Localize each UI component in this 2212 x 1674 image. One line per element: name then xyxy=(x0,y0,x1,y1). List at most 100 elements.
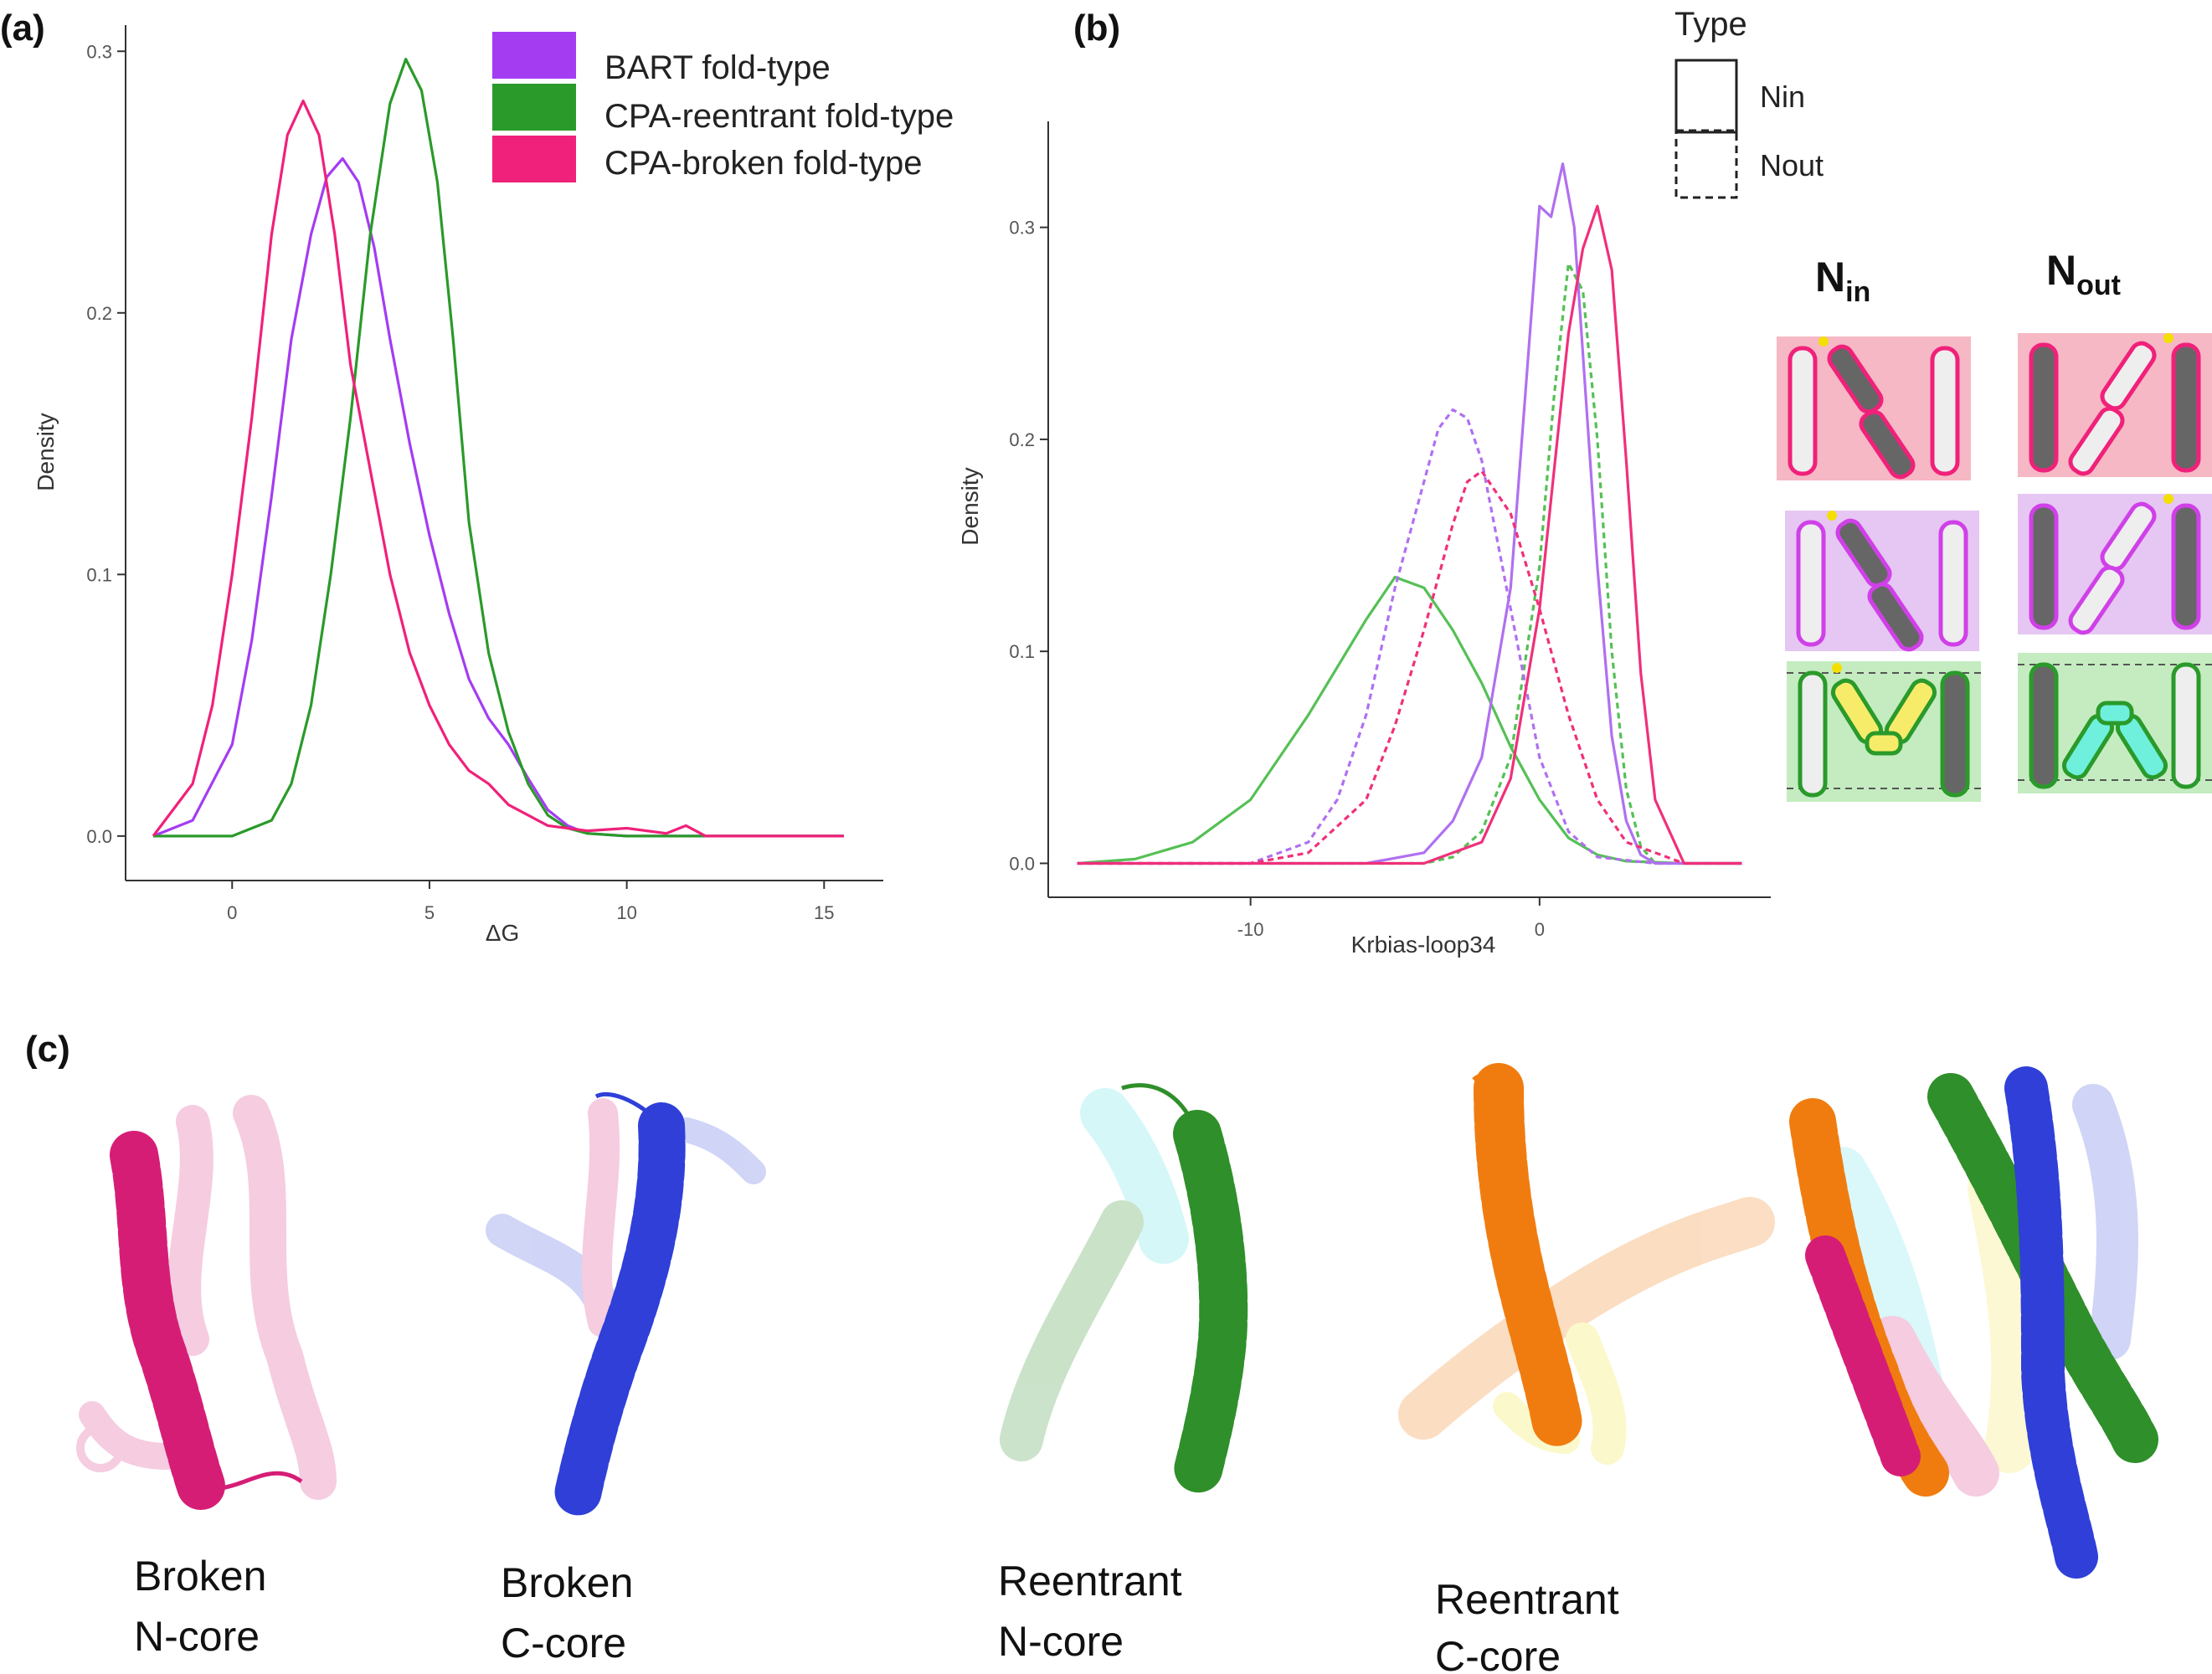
chart-a-x-title: ΔG xyxy=(486,920,519,946)
helix-tm4 xyxy=(1938,520,1968,647)
topology-broken-nin xyxy=(1777,336,1971,480)
chart-a-series-line-2 xyxy=(152,100,844,838)
legend-swatch-bart xyxy=(492,32,576,79)
caption-reentrant-ccore-line2: C-core xyxy=(1435,1633,1561,1674)
caption-broken-ncore-line2: N-core xyxy=(134,1613,260,1660)
helix-reentrant-b xyxy=(1867,582,1924,652)
chart-a-y-tick-label: 0.2 xyxy=(86,303,112,324)
chart-b-y-title: Density xyxy=(957,467,983,545)
chart-a: 0 5 10 15 0.0 0.1 0.2 0.3 ΔG Density BART fold-… xyxy=(33,25,954,946)
helix-reentrant-a xyxy=(2100,341,2157,411)
superposed-helix-pink xyxy=(1805,1235,1921,1476)
panel-label-b: (b) xyxy=(1073,8,1120,49)
structure-superposition xyxy=(1789,1066,2158,1579)
chart-b-series-line-5 xyxy=(1077,470,1742,865)
helix-broken-ccore xyxy=(554,1102,686,1517)
chart-b-series-line-0 xyxy=(1077,575,1742,865)
chart-a-y-title: Density xyxy=(33,413,59,490)
caption-broken-ccore-line1: Broken xyxy=(501,1559,633,1606)
caption-broken-ccore-line2: C-core xyxy=(501,1620,626,1666)
topology-bart-nin xyxy=(1785,511,1979,652)
chart-b-x-tick-label: 0 xyxy=(1535,919,1545,940)
legend-label-bart: BART fold-type xyxy=(604,49,831,86)
chart-a-x-tick-label: 0 xyxy=(227,902,237,923)
legend-label-reentrant: CPA-reentrant fold-type xyxy=(604,98,954,135)
helix-hairpin xyxy=(1865,731,1903,756)
loop-cap xyxy=(1818,336,1829,347)
panel-label-c: (c) xyxy=(25,1029,70,1070)
loop-cap xyxy=(2163,494,2173,504)
helix-tm4 xyxy=(1930,346,1960,476)
caption-reentrant-ncore-line1: Reentrant xyxy=(998,1558,1182,1605)
structure-broken-ncore xyxy=(76,1095,337,1510)
helix-reentrant-b xyxy=(1859,409,1916,480)
helix-tm4 xyxy=(2171,503,2201,630)
topology-reentrant-nout xyxy=(2018,653,2212,793)
structures-panel: Broken N-core Broken C-core Reentrant N-… xyxy=(76,1063,2158,1674)
topology-reentrant-nin xyxy=(1787,661,1981,802)
helix-tm1 xyxy=(1788,346,1818,476)
helix-tm1 xyxy=(2029,662,2059,789)
chart-a-y-tick-label: 0.3 xyxy=(86,41,112,62)
helix-reentrant-b xyxy=(2068,565,2125,635)
chart-b-legend: Type Nin Nout xyxy=(1674,6,1824,199)
helix-tm1 xyxy=(2029,342,2059,473)
loop-cap xyxy=(1827,511,1837,521)
helix-tm4 xyxy=(1940,670,1970,798)
chart-b-ticks: -10 0 0.0 0.1 0.2 0.3 xyxy=(1009,218,1545,940)
loop-cap xyxy=(2163,333,2173,343)
chart-b-series-line-2 xyxy=(1077,162,1742,865)
legend-nin-label: Nin xyxy=(1760,80,1805,114)
legend-type-title: Type xyxy=(1674,6,1747,43)
topology-header-nin: Nin xyxy=(1815,254,1870,308)
chart-b-y-tick-label: 0.2 xyxy=(1009,429,1035,450)
panel-label-a: (a) xyxy=(0,8,45,49)
chart-b-x-tick-label: -10 xyxy=(1237,919,1264,940)
legend-swatch-broken xyxy=(492,136,576,182)
helix-tm4 xyxy=(2171,342,2201,473)
helix-hairpin xyxy=(2096,701,2134,726)
topology-bart-nout xyxy=(2018,494,2212,635)
chart-a-legend: BART fold-type CPA-reentrant fold-type C… xyxy=(492,32,954,182)
chart-a-lines xyxy=(152,58,844,838)
helix-tm1 xyxy=(1798,670,1828,798)
chart-b: -10 0 0.0 0.1 0.2 0.3 Krbias-loop34 Density T… xyxy=(957,6,1824,958)
chart-b-y-tick-label: 0.3 xyxy=(1009,218,1035,239)
caption-broken-ncore-line1: Broken xyxy=(134,1553,266,1600)
helix-reentrant-a xyxy=(1827,344,1884,414)
chart-a-x-tick-label: 15 xyxy=(814,902,834,923)
legend-swatch-reentrant xyxy=(492,84,576,131)
helix-tm4 xyxy=(2171,662,2201,789)
loop-cap xyxy=(1832,663,1842,673)
helix-reentrant-ncore xyxy=(1173,1110,1248,1497)
chart-b-y-tick-label: 0.0 xyxy=(1009,853,1035,874)
chart-b-series-line-1 xyxy=(1077,262,1742,865)
topology-header-nout: Nout xyxy=(2046,247,2121,301)
legend-nout-label: Nout xyxy=(1760,148,1824,182)
caption-reentrant-ccore-line1: Reentrant xyxy=(1435,1576,1619,1623)
chart-b-series-line-3 xyxy=(1077,408,1742,865)
helix-reentrant-b xyxy=(2068,406,2125,476)
superposed-helix-blue xyxy=(2004,1066,2098,1579)
legend-nin-swatch xyxy=(1674,59,1738,134)
helix-broken-ncore xyxy=(110,1131,225,1510)
chart-b-x-title: Krbias-loop34 xyxy=(1351,932,1496,958)
chart-a-y-tick-label: 0.1 xyxy=(86,564,112,585)
chart-a-x-tick-label: 5 xyxy=(424,902,435,923)
chart-a-ticks: 0 5 10 15 0.0 0.1 0.2 0.3 xyxy=(86,41,834,923)
structure-reentrant-ccore xyxy=(1398,1063,1775,1465)
caption-reentrant-ncore-line2: N-core xyxy=(998,1618,1124,1665)
chart-b-y-tick-label: 0.1 xyxy=(1009,641,1035,662)
structure-reentrant-ncore xyxy=(1000,1083,1248,1497)
helix-tm1 xyxy=(2029,503,2059,630)
chart-a-y-tick-label: 0.0 xyxy=(86,826,112,847)
helix-tm1 xyxy=(1796,520,1826,647)
structure-broken-ccore xyxy=(486,1091,766,1517)
legend-nout-swatch xyxy=(1674,129,1738,199)
chart-b-lines xyxy=(1077,162,1742,865)
helix-reentrant-ccore xyxy=(1474,1063,1582,1448)
chart-b-series-line-4 xyxy=(1077,204,1742,865)
legend-label-broken: CPA-broken fold-type xyxy=(604,145,922,182)
chart-a-series-line-0 xyxy=(152,157,844,838)
